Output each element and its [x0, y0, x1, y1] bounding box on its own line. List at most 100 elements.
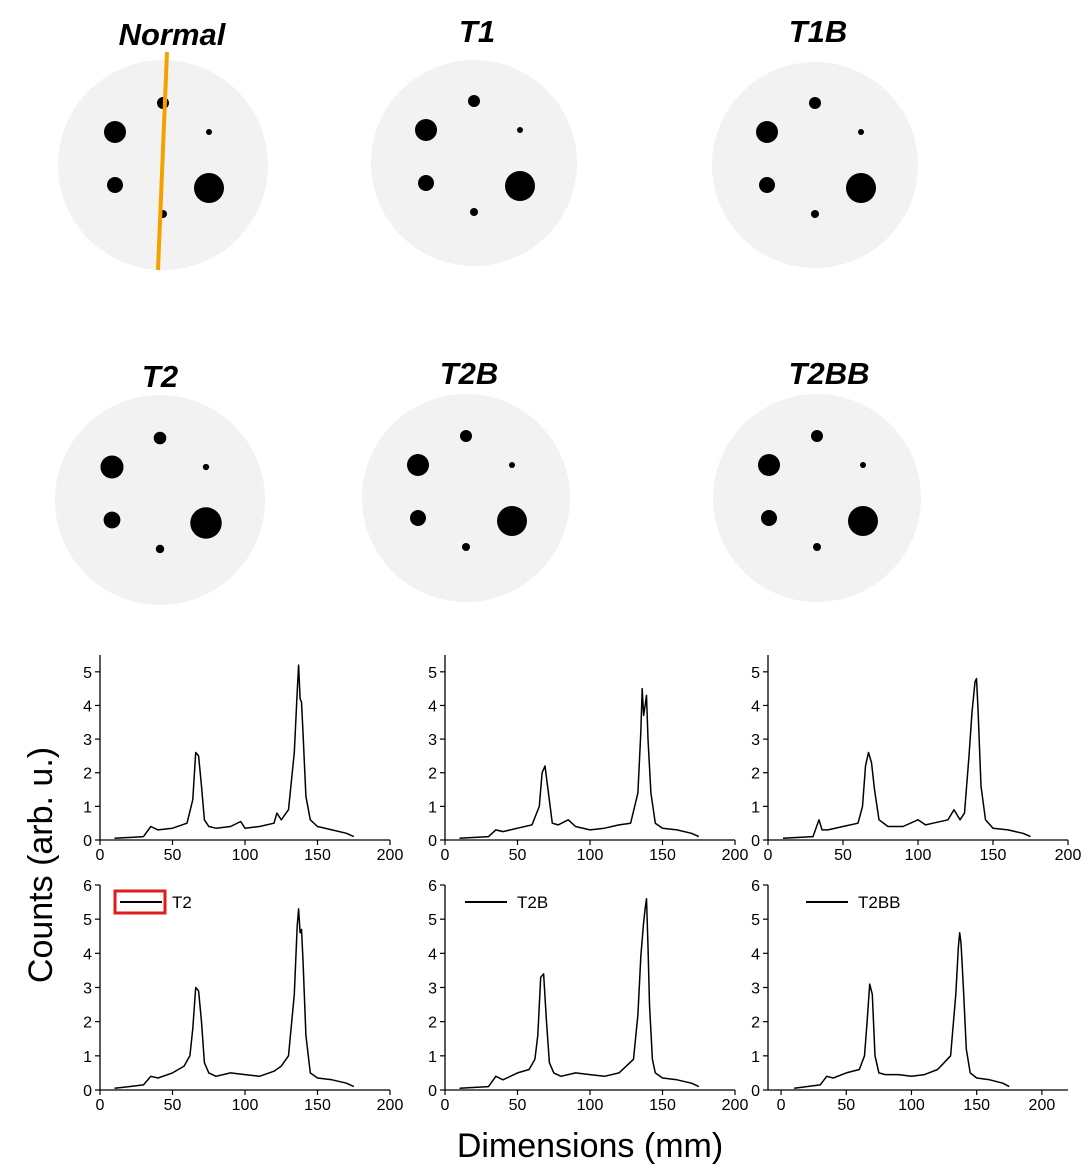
hot-sphere [809, 97, 821, 109]
y-tick-label: 1 [83, 1049, 92, 1066]
profile-series-line [459, 897, 700, 1090]
hot-sphere [505, 171, 535, 201]
phantom-disc [362, 394, 570, 602]
phantom-disc [713, 394, 921, 602]
y-tick-label: 3 [751, 981, 760, 998]
x-tick-label: 0 [96, 847, 105, 864]
x-tick-label: 200 [377, 1097, 404, 1114]
hot-sphere [759, 177, 775, 193]
y-tick-label: 3 [751, 732, 760, 749]
y-tick-label: 5 [428, 665, 437, 682]
y-tick-label: 0 [428, 1083, 437, 1100]
y-tick-label: 3 [428, 981, 437, 998]
phantom-image-panel: T2B [362, 356, 570, 602]
phantom-disc [371, 60, 577, 266]
hot-sphere [418, 175, 434, 191]
y-tick-label: 3 [83, 732, 92, 749]
y-tick-label: 2 [428, 1015, 437, 1032]
hot-sphere [846, 173, 876, 203]
x-tick-label: 50 [509, 1097, 527, 1114]
hot-sphere [100, 455, 124, 479]
x-tick-label: 200 [722, 1097, 749, 1114]
x-tick-label: 100 [232, 1097, 259, 1114]
legend-highlight-box [113, 889, 167, 915]
hot-sphere [107, 177, 123, 193]
y-tick-label: 0 [83, 833, 92, 850]
x-tick-label: 200 [1029, 1097, 1056, 1114]
hot-sphere [517, 127, 523, 133]
hot-sphere [761, 510, 777, 526]
y-tick-label: 5 [83, 912, 92, 929]
phantom-image-panel: T1 [371, 14, 577, 266]
x-tick-label: 100 [898, 1097, 925, 1114]
hot-sphere [155, 544, 165, 554]
hot-sphere [813, 543, 821, 551]
hot-sphere [415, 119, 437, 141]
legend-label: T2 [172, 893, 192, 912]
y-tick-label: 5 [751, 665, 760, 682]
hot-sphere [190, 507, 222, 539]
hot-sphere [202, 463, 210, 471]
chart-legend: T2BB [806, 893, 901, 912]
y-tick-label: 6 [751, 878, 760, 895]
phantom-image-panel: Normal [58, 17, 268, 271]
x-tick-label: 50 [834, 847, 852, 864]
image-title: T2BB [789, 356, 870, 391]
y-tick-label: 5 [83, 665, 92, 682]
hot-sphere [860, 462, 866, 468]
image-title: T1 [459, 14, 495, 49]
profile-series-line [114, 908, 355, 1090]
hot-sphere [756, 121, 778, 143]
x-axis-title: Dimensions (mm) [457, 1127, 723, 1165]
y-tick-label: 1 [83, 799, 92, 816]
y-tick-label: 5 [751, 912, 760, 929]
profile-chart: 0 50 100 150 200 0 1 2 3 4 5 [428, 655, 748, 864]
image-title: Normal [119, 17, 227, 52]
x-tick-label: 200 [377, 847, 404, 864]
hot-sphere [811, 210, 819, 218]
y-tick-label: 4 [83, 946, 92, 963]
profile-chart: 0 50 100 150 200 0 1 2 3 4 5 6 T2 [83, 878, 403, 1114]
x-tick-label: 50 [164, 1097, 182, 1114]
x-tick-label: 0 [441, 1097, 450, 1114]
profile-chart: 0 50 100 150 200 0 1 2 3 4 5 [83, 655, 403, 864]
hot-sphere [103, 511, 121, 529]
hot-sphere [104, 121, 126, 143]
profile-series-line [794, 932, 1010, 1090]
y-tick-label: 3 [428, 732, 437, 749]
y-tick-label: 1 [428, 1049, 437, 1066]
y-tick-label: 4 [428, 946, 437, 963]
y-tick-label: 2 [428, 766, 437, 783]
image-title: T2 [142, 359, 178, 394]
x-tick-label: 150 [304, 1097, 331, 1114]
legend-label: T2B [517, 893, 548, 912]
profile-series-line [459, 687, 700, 840]
hot-sphere [758, 454, 780, 476]
chart-legend: T2B [465, 893, 548, 912]
phantom-image-panel: T2BB [713, 356, 921, 602]
y-tick-label: 1 [428, 799, 437, 816]
hot-sphere [497, 506, 527, 536]
legend-label: T2BB [858, 893, 901, 912]
hot-sphere [407, 454, 429, 476]
y-tick-label: 3 [83, 981, 92, 998]
x-tick-label: 200 [1055, 847, 1082, 864]
image-title: T2B [440, 356, 499, 391]
hot-sphere [462, 543, 470, 551]
x-tick-label: 0 [764, 847, 773, 864]
x-tick-label: 100 [232, 847, 259, 864]
y-tick-label: 0 [83, 1083, 92, 1100]
x-tick-label: 150 [649, 1097, 676, 1114]
y-tick-label: 2 [751, 766, 760, 783]
y-tick-label: 4 [83, 698, 92, 715]
profile-chart: 0 50 100 150 200 0 1 2 3 4 5 [751, 655, 1081, 864]
phantom-disc [55, 395, 265, 605]
y-tick-label: 0 [751, 833, 760, 850]
y-tick-label: 5 [428, 912, 437, 929]
x-tick-label: 50 [164, 847, 182, 864]
hot-sphere [509, 462, 515, 468]
x-tick-label: 0 [96, 1097, 105, 1114]
profile-chart: 0 50 100 150 200 0 1 2 3 4 5 6 T2BB [751, 878, 1068, 1114]
